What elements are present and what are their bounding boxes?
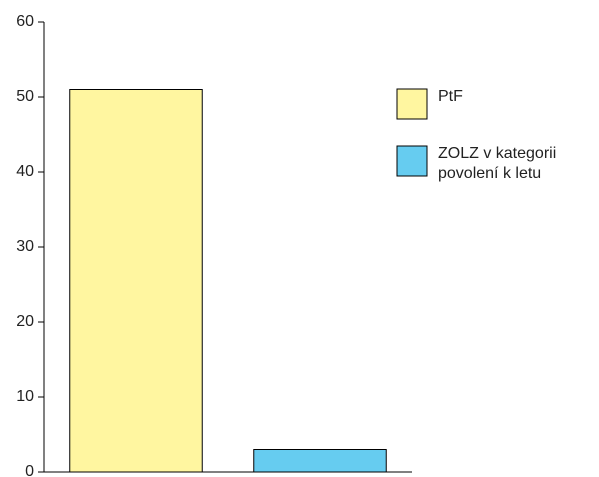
y-tick-label: 0 — [25, 463, 34, 477]
y-tick-label: 40 — [16, 163, 34, 180]
y-tick-label: 20 — [16, 313, 34, 330]
bar — [253, 449, 387, 473]
legend-swatch — [396, 145, 428, 177]
y-tick-label: 60 — [16, 13, 34, 30]
bar — [69, 89, 203, 473]
y-tick-label: 10 — [16, 388, 34, 405]
y-tick-label: 30 — [16, 238, 34, 255]
y-tick-label: 50 — [16, 88, 34, 105]
legend-swatch — [396, 88, 428, 120]
legend-label: ZOLZ v kategorii povolení k letu — [438, 145, 557, 182]
legend-label: PtF — [438, 88, 463, 105]
